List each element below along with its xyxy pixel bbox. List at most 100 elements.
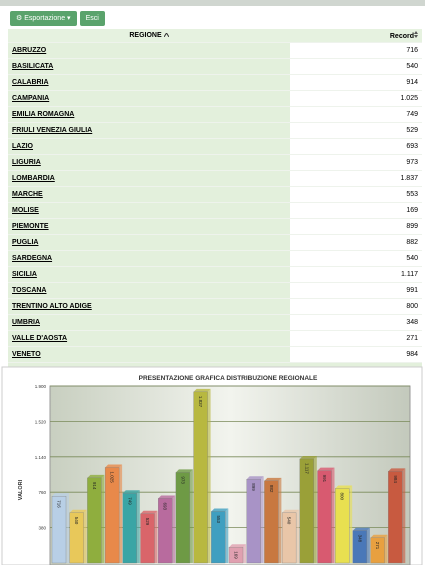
table-row: SARDEGNA 540: [8, 250, 422, 267]
exit-button[interactable]: Esci: [79, 11, 105, 26]
bar-side: [119, 464, 123, 563]
region-cell[interactable]: CALABRIA: [8, 74, 290, 91]
bar-value-label: 899: [251, 483, 256, 491]
bar: [388, 471, 403, 564]
bar: [158, 498, 173, 564]
y-tick-label: 1.520: [35, 419, 47, 424]
region-cell[interactable]: FRIULI VENEZIA GIULIA: [8, 122, 290, 139]
table-row: EMILIA ROMAGNA 749: [8, 106, 422, 123]
sort-icon: [414, 31, 418, 38]
table-row: CAMPANIA 1.025: [8, 90, 422, 107]
record-cell: 540: [290, 250, 422, 267]
bar-top: [317, 467, 335, 471]
bar-value-label: 1.837: [198, 396, 203, 408]
region-cell[interactable]: LIGURIA: [8, 154, 290, 171]
bar-value-label: 553: [216, 515, 221, 523]
region-cell[interactable]: PUGLIA: [8, 234, 290, 251]
bar-value-label: 1.117: [304, 463, 309, 474]
bar-side: [66, 493, 69, 563]
bar-side: [83, 509, 87, 563]
chart-title: PRESENTAZIONE GRAFICA DISTRIBUZIONE REGI…: [139, 375, 318, 382]
bar-top: [105, 464, 123, 468]
bar: [175, 472, 191, 564]
header-cell[interactable]: Record: [290, 29, 422, 43]
bar-top: [264, 477, 282, 481]
bar-top: [193, 388, 211, 392]
header-label: Record: [389, 33, 414, 40]
bar-value-label: 973: [180, 476, 185, 484]
bar-side: [154, 510, 158, 563]
record-cell: 984: [290, 346, 422, 363]
table-body: ABRUZZO 716 BASILICATA 540 CALABRIA 914 CAMPAN…: [8, 42, 422, 363]
record-cell: 271: [290, 330, 422, 347]
bar-value-label: 716: [57, 500, 62, 508]
record-cell: 749: [290, 106, 422, 123]
record-cell: 1.837: [290, 170, 422, 187]
region-cell[interactable]: UMBRIA: [8, 314, 290, 331]
bar-side: [402, 468, 406, 563]
bar: [193, 391, 208, 564]
record-cell: 529: [290, 122, 422, 139]
bar-side: [384, 534, 388, 563]
record-cell: 693: [290, 138, 422, 155]
table-row: FRIULI VENEZIA GIULIA 529: [8, 122, 422, 139]
region-cell[interactable]: TOSCANA: [8, 282, 290, 299]
region-cell[interactable]: LOMBARDIA: [8, 170, 290, 187]
bar-top: [69, 509, 87, 513]
top-bar: [0, 0, 425, 6]
record-cell: 716: [290, 42, 422, 59]
bar: [104, 467, 120, 564]
table-row: CALABRIA 914: [8, 74, 422, 91]
bar-top: [229, 544, 246, 548]
y-tick-label: 1.900: [35, 384, 47, 389]
region-cell[interactable]: VENETO: [8, 346, 290, 363]
bar-top: [352, 527, 370, 531]
region-cell[interactable]: SARDEGNA: [8, 250, 290, 267]
region-cell[interactable]: BASILICATA: [8, 58, 290, 75]
table-row: MOLISE 169: [8, 202, 422, 219]
region-cell[interactable]: SICILIA: [8, 266, 290, 283]
bar-value-label: 1.025: [110, 472, 115, 484]
bar-value-label: 984: [393, 475, 398, 483]
bar: [370, 537, 385, 564]
bar-top: [370, 534, 388, 538]
bar: [281, 512, 297, 564]
sort-icon: [163, 32, 170, 38]
table-row: BASILICATA 540: [8, 58, 422, 75]
bar-value-label: 271: [375, 542, 380, 550]
record-cell: 553: [290, 186, 422, 203]
chart: PRESENTAZIONE GRAFICA DISTRIBUZIONE REGI…: [1, 366, 423, 565]
region-cell[interactable]: LAZIO: [8, 138, 290, 155]
region-cell[interactable]: TRENTINO ALTO ADIGE: [8, 298, 290, 315]
table-row: ABRUZZO 716: [8, 42, 422, 59]
record-cell: 169: [290, 202, 422, 219]
bar-top: [388, 468, 406, 472]
bar: [264, 480, 279, 564]
region-cell[interactable]: MOLISE: [8, 202, 290, 219]
header-cell[interactable]: REGIONE: [8, 29, 290, 43]
bar: [140, 513, 155, 564]
button-label: Esportazione: [24, 15, 66, 22]
record-cell: 899: [290, 218, 422, 235]
y-axis-label: VALORI: [18, 479, 24, 500]
y-tick-label: 380: [38, 526, 46, 531]
region-cell[interactable]: MARCHE: [8, 186, 290, 203]
bar-top: [52, 493, 69, 497]
header-label: REGIONE: [129, 32, 162, 39]
region-cell[interactable]: EMILIA ROMAGNA: [8, 106, 290, 123]
region-cell[interactable]: ABRUZZO: [8, 42, 290, 59]
bar-value-label: 914: [92, 482, 97, 490]
export-button[interactable]: ⚙ Esportazione ▾: [10, 11, 77, 26]
table-row: LIGURIA 973: [8, 154, 422, 171]
region-cell[interactable]: CAMPANIA: [8, 90, 290, 107]
bar: [87, 477, 102, 564]
region-cell[interactable]: VALLE D'AOSTA: [8, 330, 290, 347]
bar-side: [296, 509, 300, 563]
button-label: Esci: [85, 15, 99, 22]
table-row: LOMBARDIA 1.837: [8, 170, 422, 187]
bar-top: [335, 485, 353, 489]
bar-side: [366, 527, 370, 563]
bar-side: [278, 477, 282, 563]
region-cell[interactable]: PIEMONTE: [8, 218, 290, 235]
